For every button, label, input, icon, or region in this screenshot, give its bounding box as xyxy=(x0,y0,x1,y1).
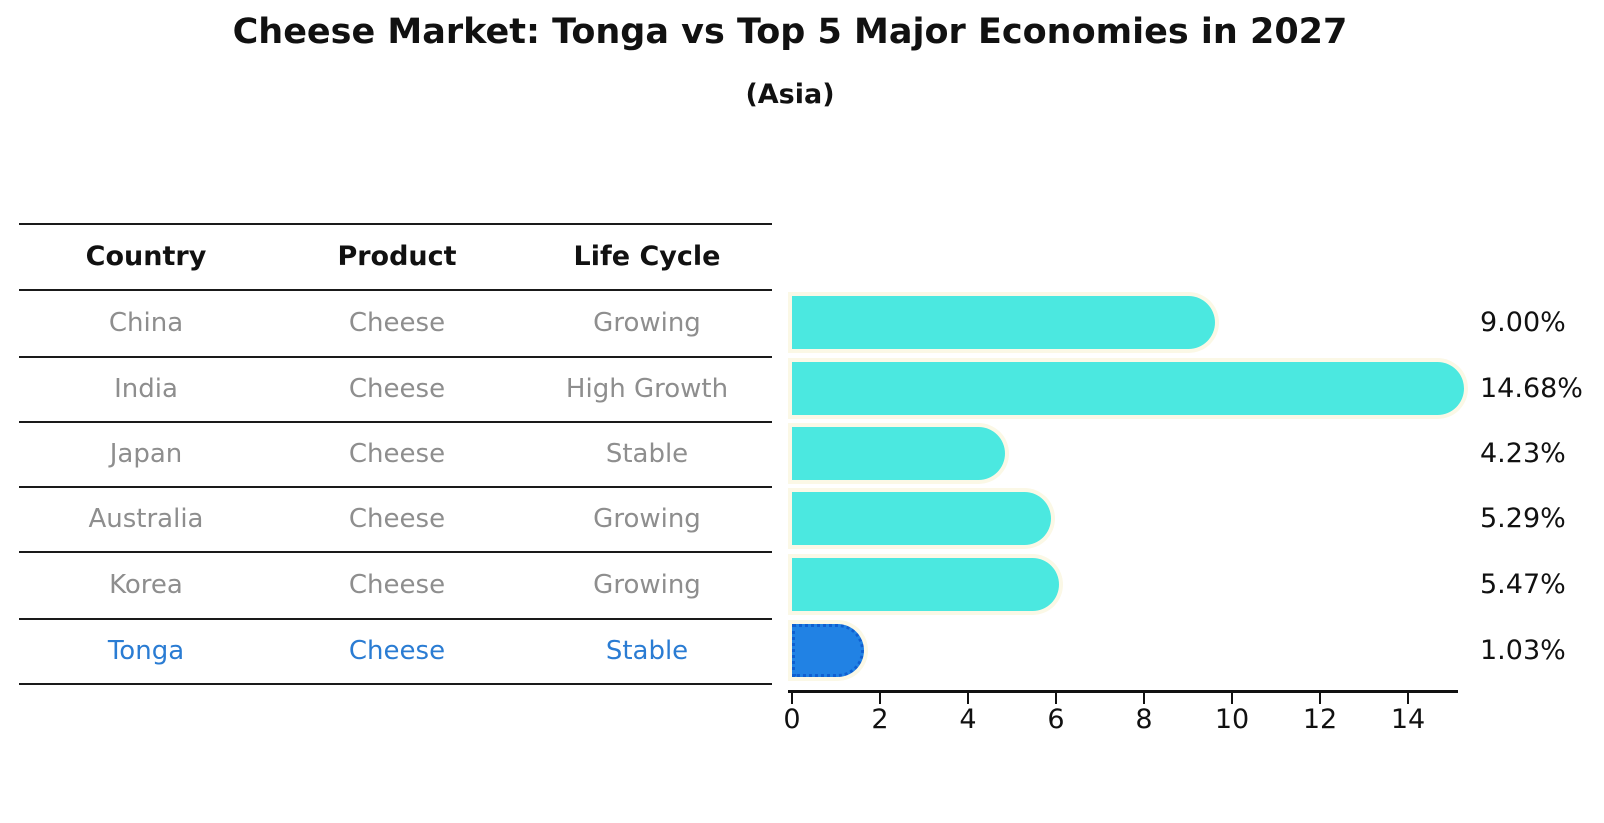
x-axis-line xyxy=(788,690,1458,693)
table-cell-country: Korea xyxy=(109,569,183,600)
table-top-rule xyxy=(19,223,772,225)
bar-value-label: 5.29% xyxy=(1480,503,1566,534)
page-subtitle: (Asia) xyxy=(745,79,835,110)
x-axis-tick xyxy=(1407,693,1409,704)
x-axis-tick xyxy=(1055,693,1057,704)
x-axis-tick xyxy=(791,693,793,704)
x-axis-tick-label: 8 xyxy=(1135,704,1153,735)
bar-value-label: 1.03% xyxy=(1480,635,1566,666)
table-header-cell: Product xyxy=(337,240,457,272)
table-cell-country: Tonga xyxy=(107,635,185,666)
bar-value-label: 9.00% xyxy=(1480,307,1566,338)
x-axis-tick-label: 2 xyxy=(871,704,889,735)
bar-tonga xyxy=(792,624,864,677)
table-cell-country: Australia xyxy=(88,503,204,534)
table-cell-country: India xyxy=(114,373,178,404)
table-cell-product: Cheese xyxy=(348,307,446,338)
table-row-rule xyxy=(19,551,772,553)
table-row: China Cheese Growing xyxy=(19,289,772,356)
table-cell-life-cycle: Growing xyxy=(593,307,701,338)
table-cell-product: Cheese xyxy=(348,569,446,600)
table-cell-country: China xyxy=(108,307,184,338)
table-cell-life-cycle: Growing xyxy=(593,503,701,534)
table-row-rule xyxy=(19,289,772,291)
table-header-row: Country Product Life Cycle xyxy=(19,223,772,289)
table-cell-country: Japan xyxy=(109,438,183,469)
table-cell-life-cycle: Stable xyxy=(605,438,689,469)
x-axis-tick xyxy=(967,693,969,704)
table-cell-product: Cheese xyxy=(348,373,446,404)
bar-japan xyxy=(792,427,1005,480)
bar-value-label: 5.47% xyxy=(1480,569,1566,600)
x-axis-tick xyxy=(879,693,881,704)
table-row: India Cheese High Growth xyxy=(19,356,772,421)
x-axis-tick-label: 14 xyxy=(1390,704,1426,735)
bar-india xyxy=(792,362,1465,415)
table-row: Korea Cheese Growing xyxy=(19,551,772,618)
bar-korea xyxy=(792,558,1060,611)
table-row: Tonga Cheese Stable xyxy=(19,618,772,683)
x-axis-tick xyxy=(1143,693,1145,704)
table-cell-life-cycle: Growing xyxy=(593,569,701,600)
x-axis-tick-label: 0 xyxy=(783,704,801,735)
table-row-rule xyxy=(19,618,772,620)
bar-value-label: 14.68% xyxy=(1480,373,1583,404)
table-bottom-rule xyxy=(19,683,772,685)
table-row: Australia Cheese Growing xyxy=(19,486,772,551)
table-cell-product: Cheese xyxy=(348,503,446,534)
table-row-rule xyxy=(19,486,772,488)
x-axis-tick xyxy=(1319,693,1321,704)
table-cell-life-cycle: Stable xyxy=(605,635,689,666)
x-axis-tick-label: 10 xyxy=(1214,704,1250,735)
bar-china xyxy=(792,296,1215,349)
table-row-rule xyxy=(19,356,772,358)
table-header-cell: Country xyxy=(85,240,207,272)
table-row: Japan Cheese Stable xyxy=(19,421,772,486)
page-title: Cheese Market: Tonga vs Top 5 Major Econ… xyxy=(232,12,1348,52)
table-header-cell: Life Cycle xyxy=(573,240,721,272)
table-row-rule xyxy=(19,421,772,423)
x-axis-tick-label: 12 xyxy=(1302,704,1338,735)
table-cell-product: Cheese xyxy=(348,438,446,469)
bar-australia xyxy=(792,492,1052,545)
table-cell-life-cycle: High Growth xyxy=(565,373,729,404)
x-axis-tick-label: 6 xyxy=(1047,704,1065,735)
table-cell-product: Cheese xyxy=(348,635,446,666)
bar-value-label: 4.23% xyxy=(1480,438,1566,469)
x-axis-tick-label: 4 xyxy=(959,704,977,735)
x-axis-tick xyxy=(1231,693,1233,704)
